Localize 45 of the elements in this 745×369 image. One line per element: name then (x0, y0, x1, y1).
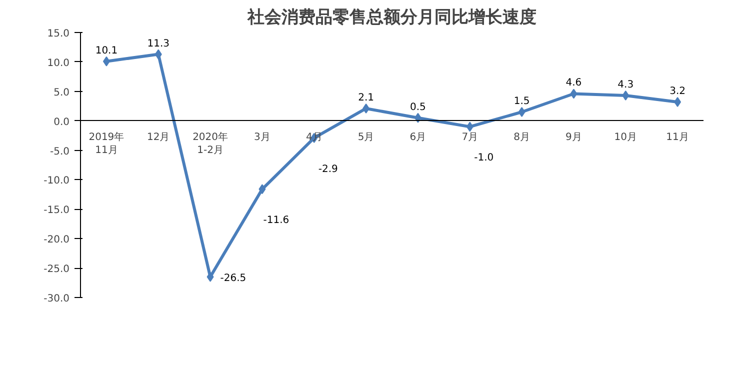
point (258, 184, 266, 194)
x-tick-label: 10月 (614, 132, 637, 143)
text: -1.0 (474, 152, 494, 164)
x-tick-label: 7月 (462, 132, 478, 143)
point (674, 96, 682, 107)
point (466, 122, 474, 132)
point (102, 56, 110, 66)
x-tick-label: 12月 (147, 132, 170, 143)
y-tick-label: -15.0 (44, 205, 70, 216)
point (154, 49, 162, 60)
x-tick-label: 2020年 1-2月 (192, 130, 228, 156)
text: 0.5 (410, 102, 426, 113)
y-tick-label: -5.0 (50, 146, 70, 158)
x-tick-label: 3月 (254, 132, 270, 143)
y-tick-label: 0.0 (54, 116, 70, 128)
point (622, 90, 630, 101)
text: -26.5 (220, 272, 246, 284)
point (570, 88, 578, 99)
text: 10.1 (95, 45, 118, 56)
x-tick-label: 9月 (566, 132, 582, 143)
text: -2.9 (318, 164, 338, 175)
point (206, 272, 214, 282)
text: 4.3 (618, 80, 634, 91)
text: 1.5 (514, 96, 530, 107)
text: 11.3 (147, 38, 170, 50)
text: 4.6 (566, 78, 582, 89)
x-tick-label: 5月 (358, 132, 374, 143)
text: 2.1 (358, 92, 374, 104)
y-tick-label: 5.0 (54, 87, 70, 98)
chart-title: 社会消费品零售总额分月同比增长速度 (246, 8, 536, 28)
y-tick-label: -25.0 (44, 264, 70, 276)
point (362, 103, 370, 114)
y-tick-label: 10.0 (47, 58, 70, 69)
y-tick-label: -20.0 (44, 234, 70, 246)
point (414, 112, 422, 123)
y-tick-label: 15.0 (47, 28, 70, 40)
x-tick-label: 8月 (514, 132, 530, 143)
text: -11.6 (263, 215, 290, 226)
y-tick-label: -10.0 (44, 176, 70, 187)
x-tick-label: 2019年 11月 (88, 130, 124, 156)
x-tick-label: 6月 (410, 132, 426, 143)
y-tick-label: -30.0 (44, 294, 70, 304)
point (518, 107, 526, 117)
text: 3.2 (670, 86, 686, 97)
x-tick-label: 11月 (666, 132, 689, 143)
